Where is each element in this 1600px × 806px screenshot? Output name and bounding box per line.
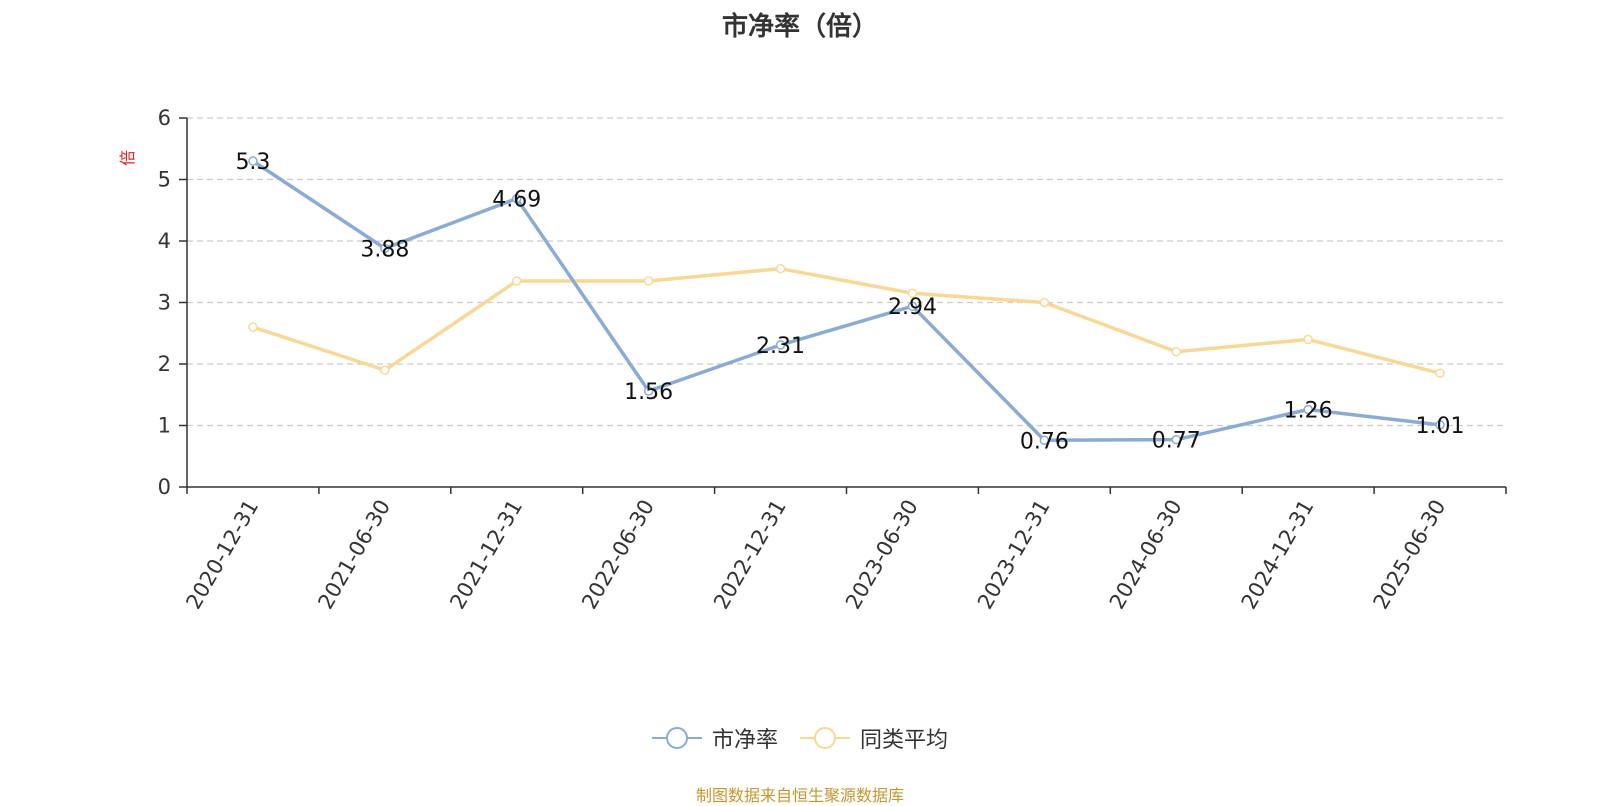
data-point-series-2 bbox=[775, 263, 786, 274]
y-tick-label: 2 bbox=[158, 352, 171, 376]
legend-label-series-1: 市净率 bbox=[711, 728, 778, 753]
data-label: 1.56 bbox=[624, 380, 673, 405]
x-tick-label: 2022-06-30 bbox=[577, 496, 659, 614]
data-point-series-2 bbox=[248, 322, 258, 332]
data-label: 5.3 bbox=[235, 150, 270, 175]
legend-item-series-1[interactable]: 市净率 bbox=[651, 722, 778, 754]
x-tick-label: 2023-12-31 bbox=[973, 496, 1055, 614]
data-point-series-1 bbox=[1303, 404, 1313, 415]
series-line-2 bbox=[252, 266, 1441, 375]
x-tick-label: 2024-12-31 bbox=[1237, 496, 1319, 614]
x-tick-label: 2021-06-30 bbox=[313, 495, 395, 613]
y-tick-label: 4 bbox=[158, 229, 171, 253]
data-point-series-2 bbox=[643, 276, 654, 286]
x-tick-label: 2023-06-30 bbox=[841, 495, 923, 613]
data-point-series-1 bbox=[1039, 435, 1050, 446]
x-tick-label: 2020-12-31 bbox=[181, 496, 263, 614]
data-point-series-2 bbox=[1171, 346, 1181, 357]
legend-marker-series-2 bbox=[800, 727, 850, 749]
data-point-series-1 bbox=[643, 386, 654, 396]
chart-title: 市净率（倍） bbox=[721, 12, 878, 42]
x-tick-label: 2024-06-30 bbox=[1105, 496, 1187, 614]
data-point-series-1 bbox=[380, 243, 390, 254]
data-point-series-2 bbox=[907, 288, 918, 299]
data-label: 4.69 bbox=[492, 188, 541, 213]
y-axis-label: 倍 bbox=[118, 150, 137, 166]
data-point-series-2 bbox=[380, 365, 390, 375]
data-label: 2.94 bbox=[888, 295, 937, 320]
data-point-series-2 bbox=[1435, 368, 1445, 378]
y-tick-label: 0 bbox=[158, 475, 171, 499]
legend: 市净率 同类平均 bbox=[0, 722, 1600, 754]
data-point-series-2 bbox=[512, 276, 522, 286]
y-tick-label: 6 bbox=[158, 106, 171, 130]
data-label: 2.31 bbox=[756, 334, 805, 359]
y-tick-label: 3 bbox=[158, 291, 171, 315]
y-tick-label: 5 bbox=[158, 168, 171, 192]
data-label: 0.77 bbox=[1152, 429, 1201, 454]
x-tick-label: 2021-12-31 bbox=[445, 496, 527, 614]
data-point-series-1 bbox=[512, 193, 522, 204]
data-point-series-1 bbox=[248, 156, 258, 166]
data-label: 3.88 bbox=[360, 237, 409, 262]
data-point-series-1 bbox=[907, 301, 918, 311]
y-tick-label: 1 bbox=[158, 414, 171, 438]
x-tick-label: 2022-12-31 bbox=[709, 496, 791, 614]
data-point-series-2 bbox=[1039, 297, 1050, 308]
series-line-1 bbox=[251, 159, 1441, 443]
data-point-series-1 bbox=[775, 340, 786, 350]
data-label: 1.26 bbox=[1284, 399, 1333, 424]
source-note: 制图数据来自恒生聚源数据库 bbox=[695, 786, 904, 805]
legend-marker-series-1 bbox=[651, 727, 702, 749]
data-point-series-1 bbox=[1171, 434, 1181, 445]
legend-item-series-2[interactable]: 同类平均 bbox=[800, 722, 948, 754]
legend-label-series-2: 同类平均 bbox=[860, 728, 949, 753]
data-label: 0.76 bbox=[1020, 429, 1069, 454]
x-tick-label: 2025-06-30 bbox=[1369, 496, 1451, 614]
data-point-series-2 bbox=[1303, 334, 1313, 345]
data-label: 1.01 bbox=[1416, 414, 1465, 439]
data-point-series-1 bbox=[1435, 420, 1445, 430]
